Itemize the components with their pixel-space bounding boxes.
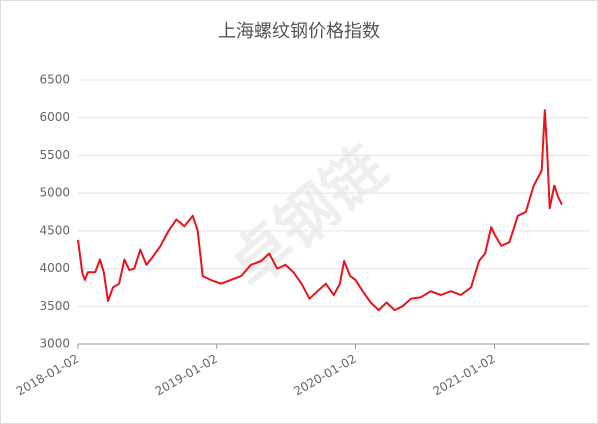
y-tick-label: 4000 [39, 261, 70, 275]
y-tick-label: 6000 [39, 110, 70, 124]
y-tick-label: 6500 [39, 73, 70, 87]
y-tick-label: 3500 [39, 299, 70, 313]
chart-title: 上海螺纹钢价格指数 [218, 21, 380, 42]
y-tick-label: 5000 [39, 186, 70, 200]
y-tick-label: 5500 [39, 148, 70, 162]
y-tick-label: 3000 [39, 337, 70, 351]
line [77, 109, 563, 312]
y-tick-label: 4500 [39, 223, 70, 237]
